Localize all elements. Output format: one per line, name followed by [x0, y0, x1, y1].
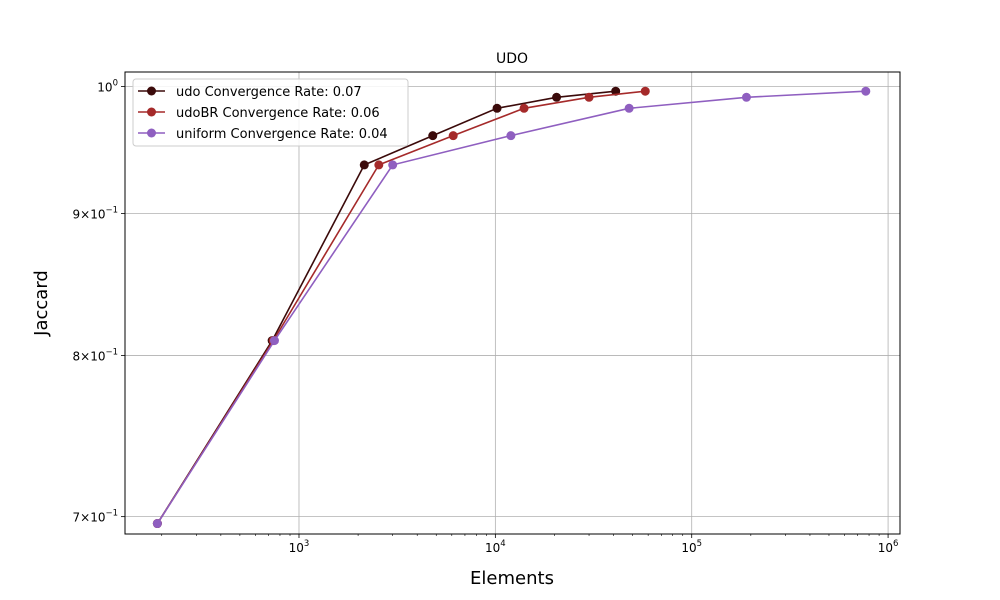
y-tick-label: 9×10−1	[73, 205, 119, 221]
y-tick-label: 8×10−1	[73, 348, 119, 364]
data-point	[448, 131, 458, 141]
plot-frame	[124, 71, 901, 535]
data-point	[492, 103, 502, 113]
data-point	[552, 92, 562, 102]
data-point	[519, 103, 529, 113]
y-tick-label: 7×10−1	[73, 509, 119, 525]
legend-box	[132, 78, 409, 147]
data-point	[374, 160, 384, 170]
y-tick-label: 100	[97, 78, 118, 94]
legend-marker	[147, 128, 156, 138]
y-axis-title: Jaccard	[31, 270, 52, 337]
series-layer	[152, 86, 871, 529]
x-tick-label: 104	[485, 539, 506, 555]
x-tick-label: 106	[878, 539, 899, 555]
data-point	[506, 131, 516, 141]
legend-label: udoBR Convergence Rate: 0.06	[176, 106, 380, 121]
legend-label: udo Convergence Rate: 0.07	[176, 85, 362, 100]
data-point	[269, 336, 279, 346]
chart-title: UDO	[496, 51, 528, 67]
x-axis-title: Elements	[470, 568, 554, 589]
data-point	[640, 86, 650, 96]
series-3	[152, 86, 871, 529]
tick-layer: 103 104 105 106 7×10−1 8×10−1 9×10−1 100	[73, 78, 899, 555]
data-point	[861, 86, 871, 96]
data-point	[428, 131, 438, 141]
legend: udo Convergence Rate: 0.07 udoBR Converge…	[132, 78, 409, 147]
data-point	[388, 160, 398, 170]
x-tick-label: 105	[681, 539, 702, 555]
data-point	[741, 92, 751, 102]
data-point	[624, 103, 634, 113]
data-point	[152, 519, 162, 529]
x-tick-label: 103	[289, 539, 310, 555]
data-point	[584, 92, 594, 102]
legend-marker	[147, 107, 156, 117]
data-point	[359, 160, 369, 170]
legend-label: uniform Convergence Rate: 0.04	[176, 127, 388, 142]
legend-marker	[147, 86, 156, 96]
